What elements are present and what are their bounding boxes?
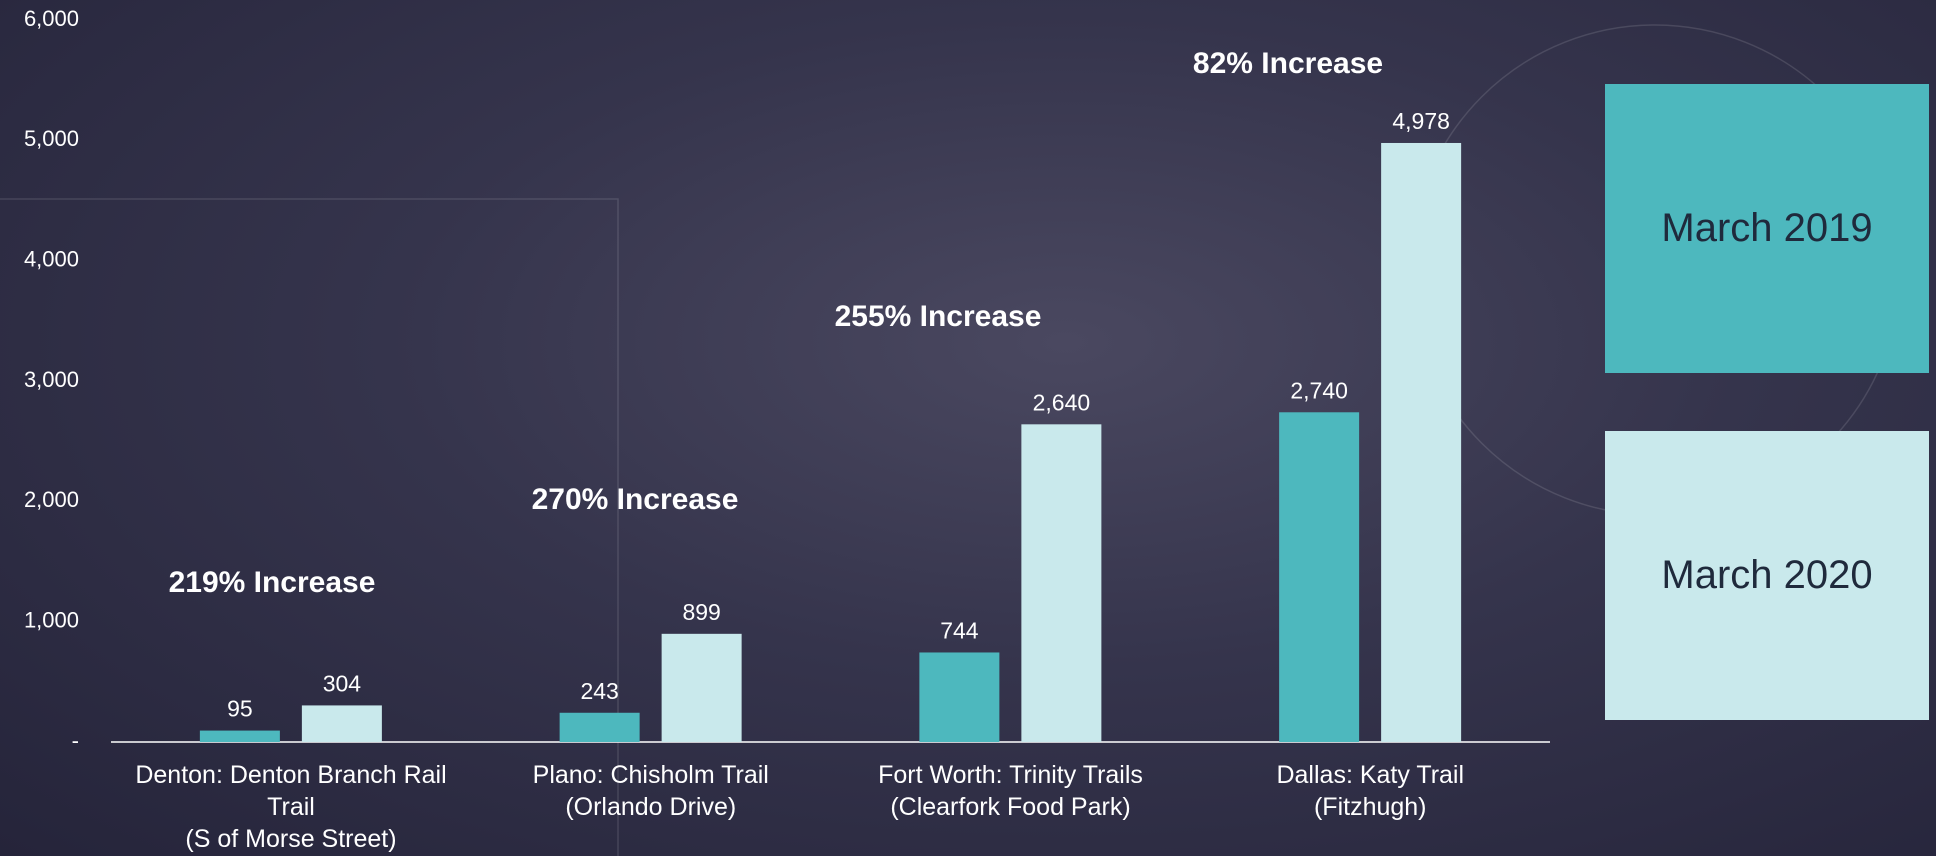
value-label: 744 bbox=[940, 618, 979, 644]
annotation: 270% Increase bbox=[532, 483, 739, 517]
y-tick-label: 5,000 bbox=[24, 126, 79, 151]
value-label: 899 bbox=[682, 599, 720, 625]
bar bbox=[662, 634, 742, 742]
y-tick-label: 2,000 bbox=[24, 487, 79, 512]
bar bbox=[919, 652, 999, 742]
x-tick-label: Dallas: Katy Trail (Fitzhugh) bbox=[1190, 759, 1550, 823]
annotation: 219% Increase bbox=[169, 566, 376, 600]
value-label: 304 bbox=[323, 670, 362, 696]
bar bbox=[302, 705, 382, 742]
annotation: 255% Increase bbox=[835, 300, 1042, 334]
y-tick-label: - bbox=[72, 728, 79, 753]
x-tick-label: Plano: Chisholm Trail (Orlando Drive) bbox=[471, 759, 831, 823]
y-tick-label: 1,000 bbox=[24, 607, 79, 632]
bar bbox=[1021, 424, 1101, 742]
value-label: 2,740 bbox=[1290, 377, 1348, 403]
bar bbox=[1381, 143, 1461, 742]
value-label: 243 bbox=[580, 678, 618, 704]
decor-frame bbox=[0, 199, 618, 856]
legend-item: March 2020 bbox=[1605, 431, 1929, 720]
bar bbox=[200, 731, 280, 742]
value-label: 2,640 bbox=[1033, 389, 1091, 415]
y-tick-label: 4,000 bbox=[24, 246, 79, 271]
x-tick-label: Denton: Denton Branch Rail Trail (S of M… bbox=[111, 759, 471, 855]
page: {"chart_data": { "type": "bar", "categor… bbox=[0, 0, 1936, 856]
bar bbox=[560, 713, 640, 742]
annotation: 82% Increase bbox=[1193, 47, 1383, 81]
value-label: 95 bbox=[227, 696, 253, 722]
bar bbox=[1279, 412, 1359, 742]
legend-item: March 2019 bbox=[1605, 84, 1929, 373]
y-tick-label: 3,000 bbox=[24, 367, 79, 392]
y-tick-label: 6,000 bbox=[24, 6, 79, 31]
value-label: 4,978 bbox=[1392, 108, 1450, 134]
x-tick-label: Fort Worth: Trinity Trails (Clearfork Fo… bbox=[831, 759, 1191, 823]
